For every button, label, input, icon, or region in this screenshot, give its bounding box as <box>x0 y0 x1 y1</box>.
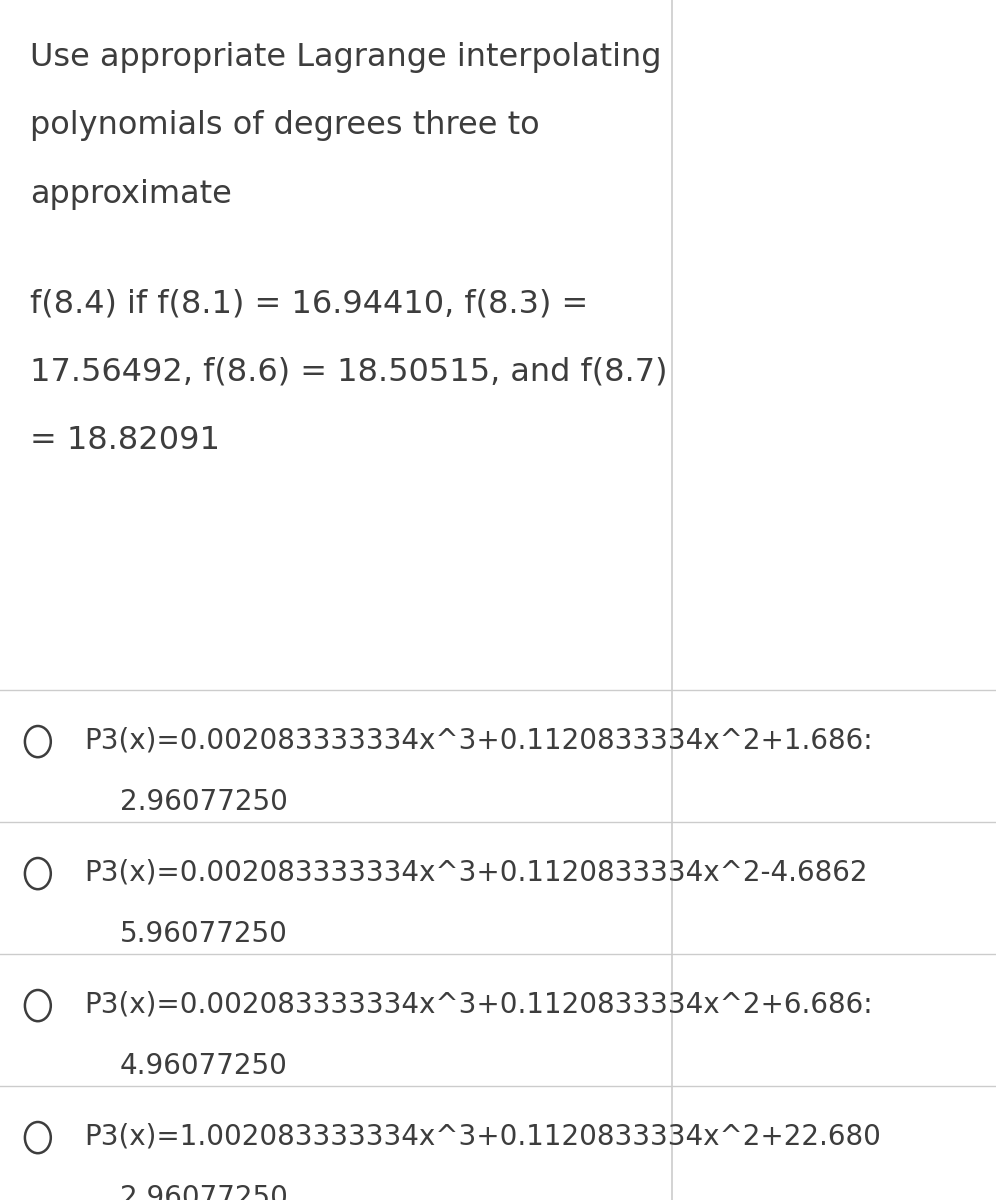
Text: = 18.82091: = 18.82091 <box>30 425 220 456</box>
Text: P3(x)=0.002083333334x^3+0.1120833334x^2+1.686:: P3(x)=0.002083333334x^3+0.1120833334x^2+… <box>85 726 873 754</box>
Text: 5.96077250: 5.96077250 <box>120 920 288 948</box>
Text: 2.96077250: 2.96077250 <box>120 788 288 816</box>
Text: approximate: approximate <box>30 179 232 210</box>
Text: Use appropriate Lagrange interpolating: Use appropriate Lagrange interpolating <box>30 42 661 73</box>
Text: 2.96077250: 2.96077250 <box>120 1184 288 1200</box>
Text: 4.96077250: 4.96077250 <box>120 1052 288 1080</box>
Text: polynomials of degrees three to: polynomials of degrees three to <box>30 110 540 142</box>
Text: P3(x)=0.002083333334x^3+0.1120833334x^2-4.6862: P3(x)=0.002083333334x^3+0.1120833334x^2-… <box>85 858 869 886</box>
Text: P3(x)=1.002083333334x^3+0.1120833334x^2+22.680: P3(x)=1.002083333334x^3+0.1120833334x^2+… <box>85 1122 881 1150</box>
Text: 17.56492, f(8.6) = 18.50515, and f(8.7): 17.56492, f(8.6) = 18.50515, and f(8.7) <box>30 356 667 388</box>
Text: P3(x)=0.002083333334x^3+0.1120833334x^2+6.686:: P3(x)=0.002083333334x^3+0.1120833334x^2+… <box>85 990 873 1018</box>
Text: f(8.4) if f(8.1) = 16.94410, f(8.3) =: f(8.4) if f(8.1) = 16.94410, f(8.3) = <box>30 288 588 319</box>
